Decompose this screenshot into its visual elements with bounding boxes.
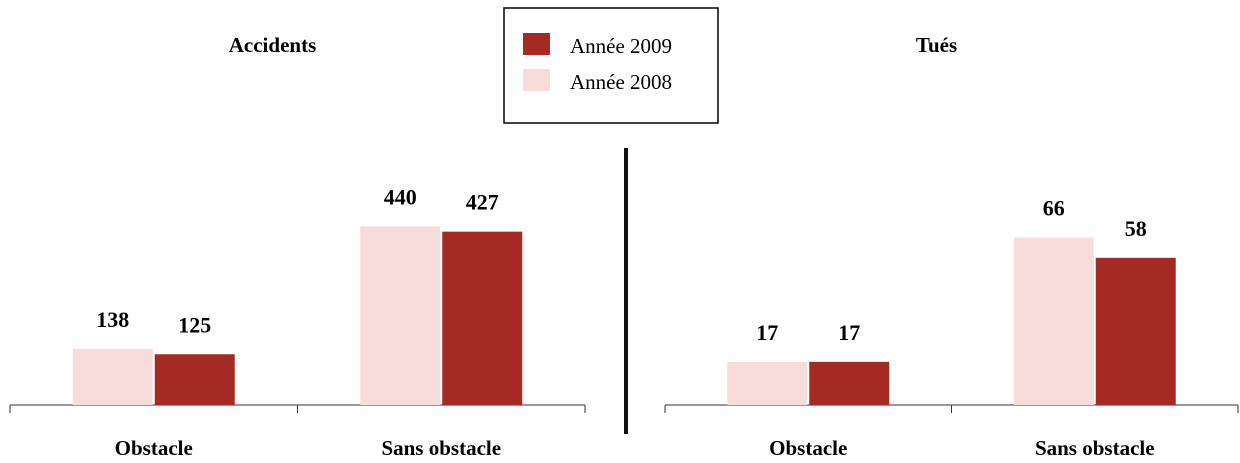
divider: [624, 148, 628, 434]
value-label: 58: [1125, 216, 1147, 241]
value-label: 427: [466, 190, 499, 215]
x-tick-label: Obstacle: [115, 436, 193, 460]
x-tick-label: Sans obstacle: [1035, 436, 1155, 460]
value-label: 17: [838, 320, 860, 345]
bar: [72, 348, 153, 405]
bar: [360, 226, 441, 405]
x-tick-label: Obstacle: [769, 436, 847, 460]
bar: [1095, 257, 1176, 405]
chart-title: Accidents: [229, 33, 317, 57]
value-label: 17: [756, 320, 778, 345]
bar: [154, 354, 235, 405]
value-label: 125: [178, 312, 211, 337]
bar: [1013, 237, 1094, 405]
value-label: 138: [96, 307, 129, 332]
value-label: 66: [1043, 196, 1065, 221]
bar: [727, 361, 808, 405]
legend-box: [503, 7, 719, 124]
legend-label: Année 2009: [570, 34, 672, 58]
legend-swatch: [523, 33, 550, 55]
legend-swatch: [523, 69, 550, 91]
bar: [809, 361, 890, 405]
value-label: 440: [384, 184, 417, 209]
bar: [442, 231, 523, 405]
legend-label: Année 2008: [570, 70, 672, 94]
x-tick-label: Sans obstacle: [381, 436, 501, 460]
chart-title: Tués: [916, 33, 957, 57]
